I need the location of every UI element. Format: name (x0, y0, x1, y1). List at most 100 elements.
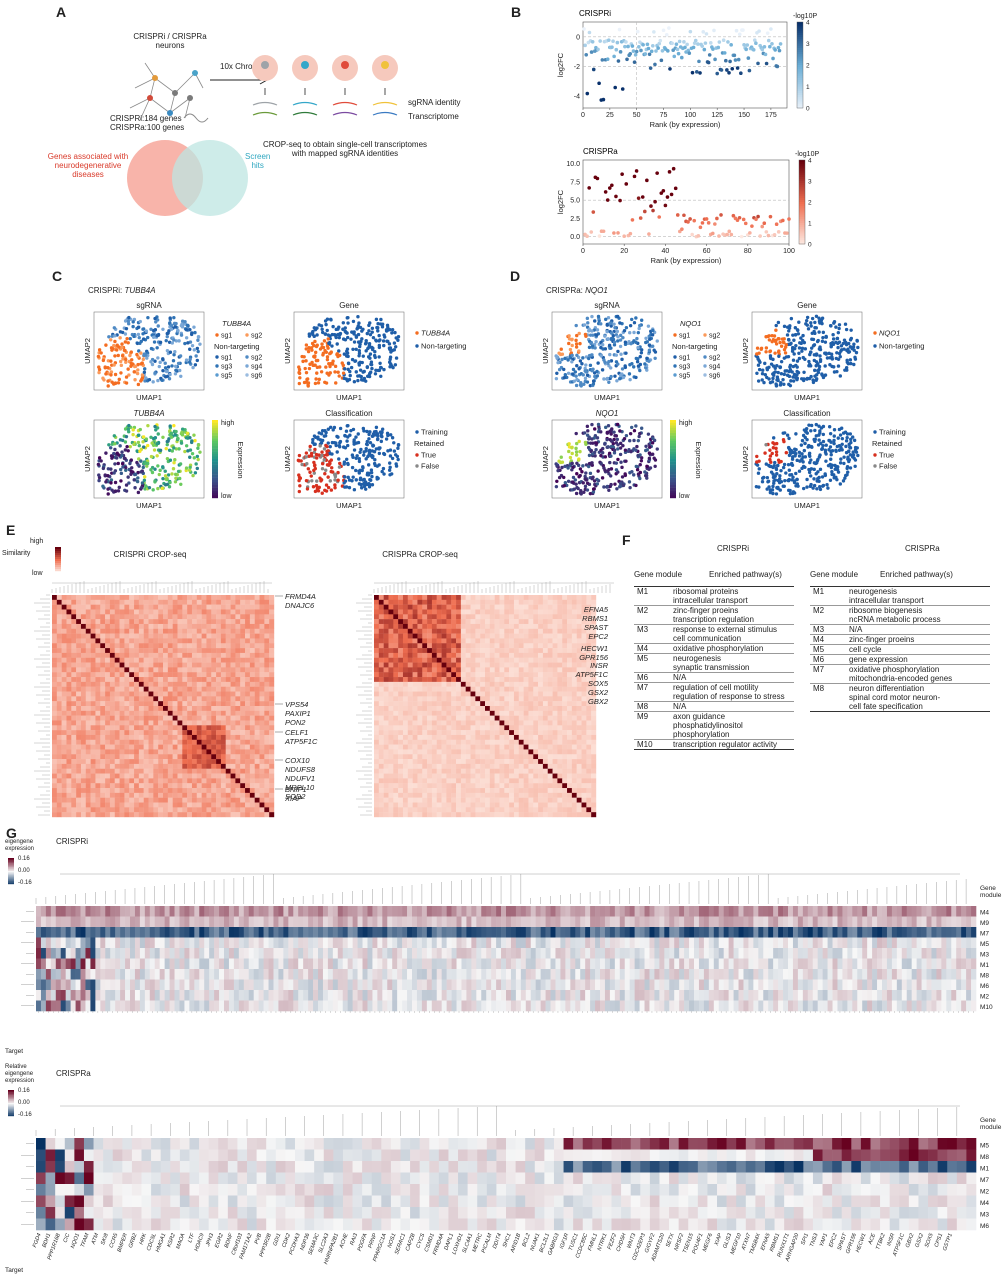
heatmap-cell-crispri (66, 638, 71, 643)
heatmap-cell-crispri (192, 716, 197, 721)
umap-cell (313, 335, 316, 338)
umap-cell (389, 454, 392, 457)
umap-cell (98, 456, 101, 459)
heatmap-cell-crispri (260, 619, 265, 624)
heatmap-cell-crispri (250, 696, 255, 701)
umap-cell (832, 439, 835, 442)
umap-cell (301, 360, 304, 363)
umap-cell (143, 371, 146, 374)
umap-cell (624, 459, 627, 462)
heatmap-cell-crispri (168, 730, 173, 735)
gene-legend-dot-nt (415, 344, 418, 347)
data-point (655, 171, 659, 175)
umap-cell (628, 486, 631, 489)
umap-cell (840, 348, 843, 351)
umap-cell (590, 353, 593, 356)
umap-cell (185, 466, 188, 469)
legend-nt-sg: sg4 (709, 364, 720, 371)
umap-cell (185, 436, 188, 439)
heatmap-cell-crispri (173, 735, 178, 740)
heatmap-cell-crispri (192, 595, 197, 600)
umap-cell (149, 436, 152, 439)
umap-cell (587, 465, 590, 468)
heatmap-cell-crispri (100, 701, 105, 706)
umap-cell (817, 317, 820, 320)
heatmap-cell-crispri (105, 692, 110, 697)
umap-cell (790, 473, 793, 476)
legend-dot-nt (215, 373, 218, 376)
heatmap-cell-crispri (221, 730, 226, 735)
umap-cell (313, 443, 316, 446)
umap-cell (607, 445, 610, 448)
heatmap-cell-crispri (153, 687, 158, 692)
heatmap-cell-crispri (134, 725, 139, 730)
heatmap-cell-crispri (62, 619, 67, 624)
umap-cell (645, 465, 648, 468)
umap-cell (124, 440, 127, 443)
heatmap-cell-crispri (221, 687, 226, 692)
umap-cell (575, 345, 578, 348)
heatmap-cell-crispri (245, 730, 250, 735)
umap-cell (846, 361, 849, 364)
umap-cell (160, 487, 163, 490)
heatmap-cell-crispri (62, 701, 67, 706)
umap-cell (97, 355, 100, 358)
heatmap-cell-crispri (91, 595, 96, 600)
heatmap-cell-crispri (245, 745, 250, 750)
heatmap-cell-crispri (81, 638, 86, 643)
heatmap-cell-crispri (95, 595, 100, 600)
umap-cell (609, 366, 612, 369)
umap-cell (188, 361, 191, 364)
umap-cell (342, 371, 345, 374)
umap-cell (125, 445, 128, 448)
data-point (646, 42, 650, 46)
heatmap-cell-crispri (144, 740, 149, 745)
heatmap-cell-crispri (158, 706, 163, 711)
heatmap-cell-crispri (86, 682, 91, 687)
heatmap-cell-crispri (120, 682, 125, 687)
umap-cell (797, 332, 800, 335)
heatmap-cell-crispri (269, 687, 274, 692)
heatmap-cell-crispri (182, 624, 187, 629)
heatmap-cell-crispri (211, 716, 216, 721)
droplets-illustration (245, 50, 405, 130)
heatmap-cell-crispri (177, 663, 182, 668)
umap-cell (181, 320, 184, 323)
x-tick-label: 40 (662, 248, 670, 255)
umap-cell (376, 464, 379, 467)
data-point (689, 30, 693, 34)
heatmap-cell-crispri (211, 696, 216, 701)
heatmap-cell-crispri (211, 629, 216, 634)
umap-cell (98, 348, 101, 351)
heatmap-cell-crispri (182, 619, 187, 624)
heatmap-cell-crispri (129, 619, 134, 624)
heatmap-cell-crispri (264, 667, 269, 672)
heatmap-cell-crispri (66, 701, 71, 706)
expr-cbar-seg (670, 449, 676, 452)
umap-cell (615, 360, 618, 363)
heatmap-cell-crispri (71, 609, 76, 614)
heatmap-cell-crispri (153, 643, 158, 648)
heatmap-cell-crispri (216, 740, 221, 745)
umap-cell (375, 326, 378, 329)
umap-cell (329, 479, 332, 482)
expr-cbar-seg (212, 456, 218, 459)
umap-cell (757, 472, 760, 475)
heatmap-cell-crispri (57, 692, 62, 697)
umap-cell (146, 424, 149, 427)
legend-sg2: sg2 (709, 333, 720, 340)
heatmap-cell-crispri (110, 677, 115, 682)
heatmap-cell-crispri (149, 667, 154, 672)
data-point (733, 54, 737, 58)
heatmap-cell-crispri (52, 609, 57, 614)
colorbar-tick: 3 (806, 41, 810, 48)
heatmap-cell-crispri (81, 740, 86, 745)
umap-cell (156, 356, 159, 359)
umap-cell (119, 330, 122, 333)
heatmap-cell-crispri (240, 624, 245, 629)
umap-cell (797, 352, 800, 355)
heatmap-cell-crispri (231, 735, 236, 740)
heatmap-cell-crispri (260, 711, 265, 716)
heatmap-cell-crispri (66, 711, 71, 716)
heatmap-cell-crispri (149, 629, 154, 634)
